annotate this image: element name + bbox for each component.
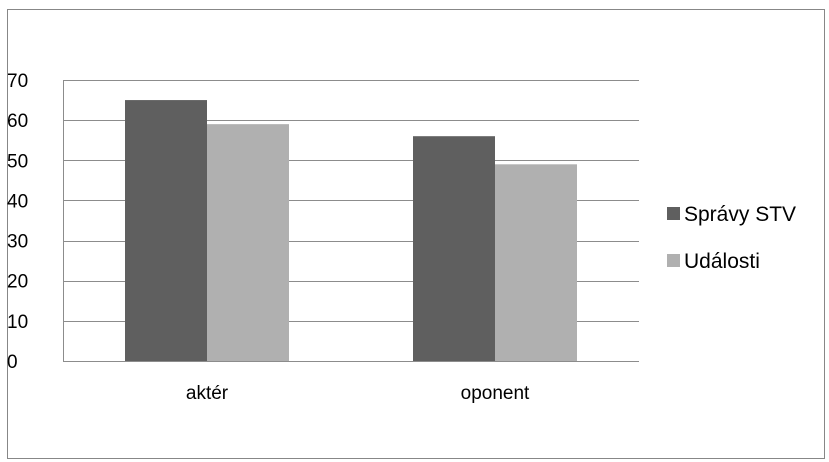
legend: Správy STV Události (667, 203, 796, 273)
y-tick-label: 40 (7, 191, 28, 212)
legend-swatch (667, 254, 680, 267)
x-axis-labels: aktér oponent (186, 383, 530, 404)
legend-swatch (667, 207, 680, 220)
bars (125, 100, 577, 362)
y-tick-label: 30 (7, 232, 28, 253)
y-tick-label: 0 (7, 352, 18, 373)
bar-udalosti-0 (207, 124, 289, 362)
bar-spravy-stv-1 (413, 136, 495, 361)
bar-spravy-stv-0 (125, 100, 207, 362)
y-tick-label: 60 (7, 111, 28, 132)
bar-udalosti-1 (495, 164, 577, 361)
y-tick-label: 10 (7, 312, 28, 333)
y-tick-label: 50 (7, 151, 28, 172)
legend-label: Události (684, 250, 760, 273)
y-tick-label: 70 (7, 71, 28, 92)
legend-label: Správy STV (684, 203, 796, 226)
x-category-label: aktér (186, 383, 229, 404)
y-axis-ticks: 0 10 20 30 40 50 60 70 (7, 71, 28, 373)
y-tick-label: 20 (7, 272, 28, 293)
x-category-label: oponent (461, 383, 530, 404)
